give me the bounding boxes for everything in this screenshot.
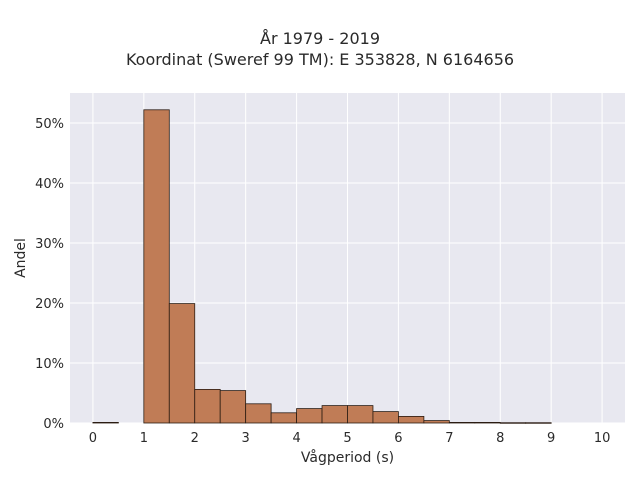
histogram-bar xyxy=(499,422,527,424)
histogram-bar xyxy=(321,405,348,424)
histogram-bar xyxy=(347,405,374,424)
y-tick-label: 40% xyxy=(35,177,64,192)
y-tick-label: 50% xyxy=(35,117,64,132)
histogram-bar xyxy=(296,408,323,424)
x-tick-label: 6 xyxy=(394,431,402,446)
histogram-bar xyxy=(194,388,221,424)
x-tick-label: 1 xyxy=(140,431,148,446)
y-axis-ticks: 0% 10% 20% 30% 40% 50% xyxy=(35,117,64,432)
x-tick-label: 3 xyxy=(242,431,250,446)
histogram-bar xyxy=(219,390,247,424)
histogram-bar xyxy=(143,109,170,424)
histogram-bar xyxy=(372,411,399,424)
x-tick-label: 7 xyxy=(445,431,453,446)
x-axis-label: Vågperiod (s) xyxy=(301,449,394,466)
chart-subtitle: Koordinat (Sweref 99 TM): E 353828, N 61… xyxy=(125,50,515,69)
histogram-bar xyxy=(245,403,272,424)
histogram-bar xyxy=(525,422,552,424)
histogram-bar xyxy=(270,412,297,424)
x-tick-label: 5 xyxy=(343,431,351,446)
histogram-bar xyxy=(423,420,450,424)
histogram-bar xyxy=(92,421,119,424)
y-tick-label: 30% xyxy=(35,237,64,252)
x-tick-label: 10 xyxy=(594,431,611,446)
bars xyxy=(92,109,552,424)
histogram-bar xyxy=(398,415,425,424)
chart-title: År 1979 - 2019 xyxy=(260,29,380,48)
y-tick-label: 10% xyxy=(35,357,64,372)
x-tick-label: 2 xyxy=(191,431,199,446)
y-tick-label: 0% xyxy=(43,417,64,432)
x-tick-label: 8 xyxy=(496,431,504,446)
histogram-bar xyxy=(474,421,501,424)
y-tick-label: 20% xyxy=(35,297,64,312)
histogram-bar xyxy=(168,303,196,424)
y-axis-label: Andel xyxy=(13,238,29,278)
x-tick-label: 0 xyxy=(89,431,97,446)
x-axis-ticks: 0 1 2 3 4 5 6 7 8 9 10 xyxy=(89,431,611,446)
x-tick-label: 9 xyxy=(547,431,555,446)
histogram-bar xyxy=(448,421,476,424)
x-tick-label: 4 xyxy=(292,431,300,446)
